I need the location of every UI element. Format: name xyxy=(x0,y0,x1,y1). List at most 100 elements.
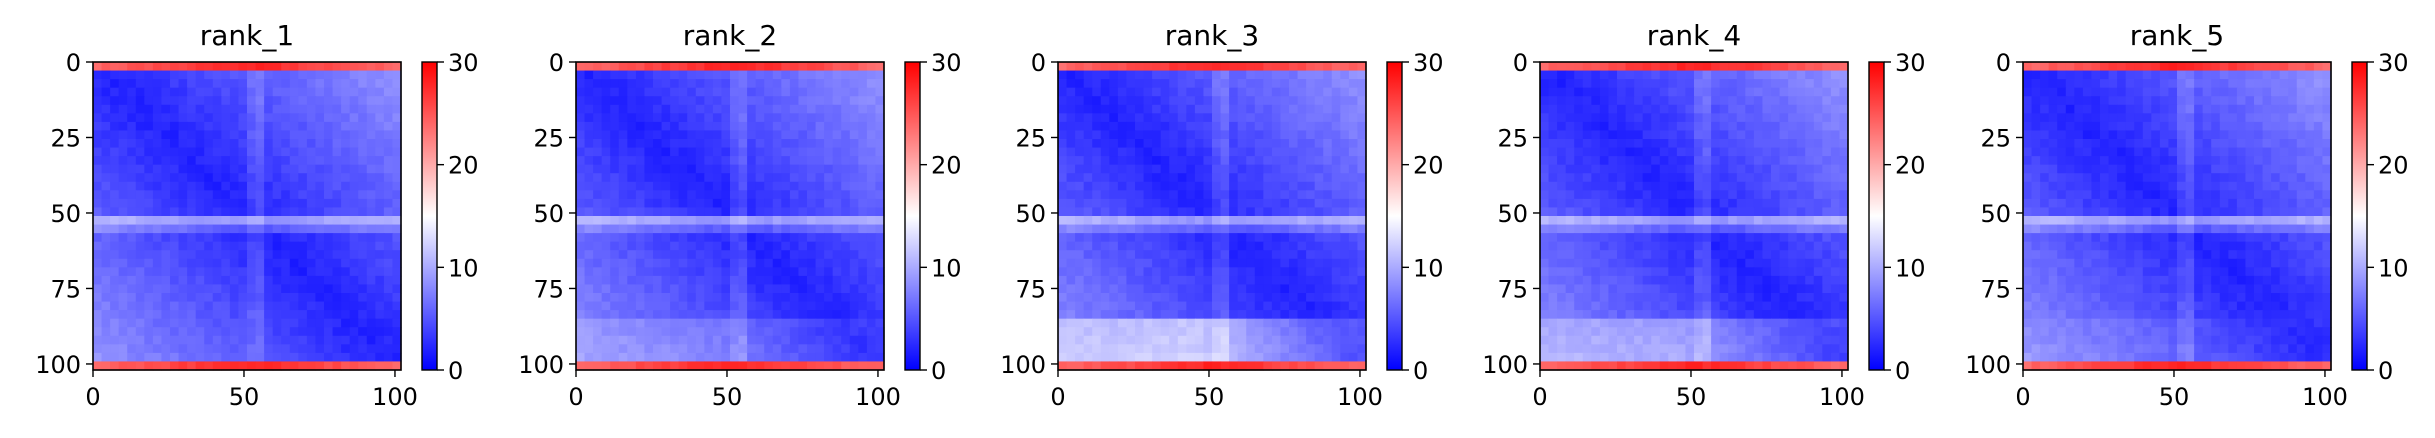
heatmap-cell xyxy=(144,284,154,294)
heatmap-cell xyxy=(738,301,748,311)
heatmap-cell xyxy=(644,96,654,106)
heatmap-cell xyxy=(1306,310,1316,320)
heatmap-cell xyxy=(1711,121,1721,132)
heatmap-cell xyxy=(687,198,697,209)
heatmap-cell xyxy=(1839,62,1849,72)
heatmap-cell xyxy=(1331,130,1341,140)
heatmap-cell xyxy=(1075,352,1085,363)
heatmap-cell xyxy=(841,310,851,320)
heatmap-cell xyxy=(1186,79,1196,89)
heatmap-cell xyxy=(1340,181,1350,191)
heatmap-cell xyxy=(144,79,154,89)
heatmap-cell xyxy=(670,104,680,114)
heatmap-cell xyxy=(1340,121,1350,132)
heatmap-cell xyxy=(1565,147,1575,157)
heatmap-cell xyxy=(764,301,774,311)
heatmap-cell xyxy=(849,190,859,200)
heatmap-cell xyxy=(1668,62,1678,72)
heatmap-cell xyxy=(1711,79,1721,89)
heatmap-cell xyxy=(1143,335,1153,345)
heatmap-cell xyxy=(858,275,868,286)
heatmap-cell xyxy=(1357,224,1367,234)
heatmap-cell xyxy=(1771,284,1781,294)
heatmap-cell xyxy=(755,113,765,123)
heatmap-cell xyxy=(858,258,868,268)
heatmap-cell xyxy=(1212,216,1222,226)
heatmap-cell xyxy=(1186,173,1196,183)
heatmap-cell xyxy=(1830,250,1841,260)
heatmap-cell xyxy=(687,147,697,157)
heatmap-cell xyxy=(798,130,808,140)
heatmap-cell xyxy=(264,352,274,363)
heatmap-cell xyxy=(678,164,688,174)
heatmap-cell xyxy=(635,293,646,303)
heatmap-cell xyxy=(1117,139,1128,149)
heatmap-cell xyxy=(195,293,205,303)
heatmap-cell xyxy=(1711,96,1721,106)
heatmap-cell xyxy=(1728,250,1738,260)
heatmap-cell xyxy=(375,275,385,286)
heatmap-cell xyxy=(721,62,731,72)
heatmap-cell xyxy=(584,121,594,132)
heatmap-cell xyxy=(1634,241,1644,251)
heatmap-cell xyxy=(1237,241,1247,251)
heatmap-cell xyxy=(1323,352,1333,363)
heatmap-cell xyxy=(730,104,740,114)
heatmap-cell xyxy=(1617,207,1627,217)
heatmap-cell xyxy=(1591,216,1601,226)
heatmap-cell xyxy=(1702,62,1712,72)
heatmap-cell xyxy=(670,173,680,183)
heatmap-cell xyxy=(1574,258,1584,268)
heatmap-cell xyxy=(1271,173,1282,183)
heatmap-cell xyxy=(755,335,765,345)
heatmap-cell xyxy=(1306,147,1316,157)
heatmap-cell xyxy=(1186,352,1196,363)
heatmap-cell xyxy=(824,267,834,277)
heatmap-cell xyxy=(1066,139,1076,149)
heatmap-cell xyxy=(247,207,257,217)
heatmap-cell xyxy=(1557,216,1567,226)
heatmap-cell xyxy=(1066,275,1076,286)
heatmap-cell xyxy=(1796,181,1806,191)
heatmap-cell xyxy=(1306,318,1316,328)
heatmap-cell xyxy=(1169,156,1179,166)
heatmap-cell xyxy=(264,216,274,226)
heatmap-cell xyxy=(781,104,791,114)
heatmap-cell xyxy=(1711,70,1721,80)
heatmap-cell xyxy=(144,250,154,260)
heatmap-cell xyxy=(1194,267,1205,277)
heatmap-cell xyxy=(212,156,222,166)
heatmap-cell xyxy=(1314,318,1324,328)
heatmap-cell xyxy=(635,301,646,311)
heatmap-cell xyxy=(1297,62,1307,72)
heatmap-cell xyxy=(593,361,603,371)
heatmap-cell xyxy=(1694,233,1704,243)
heatmap-cell xyxy=(841,190,851,200)
heatmap-cell xyxy=(730,139,740,149)
heatmap-cell xyxy=(755,79,765,89)
heatmap-cell xyxy=(1323,62,1333,72)
heatmap-cell xyxy=(610,139,620,149)
heatmap-cell xyxy=(1745,147,1755,157)
heatmap-cell xyxy=(789,62,800,72)
heatmap-cell xyxy=(101,70,111,80)
heatmap-cell xyxy=(375,190,385,200)
heatmap-cell xyxy=(1702,181,1712,191)
heatmap-cell xyxy=(144,70,154,80)
heatmap-cell xyxy=(1745,233,1755,243)
heatmap-cell xyxy=(1548,293,1558,303)
heatmap-cell xyxy=(1100,147,1110,157)
heatmap-cell xyxy=(1152,70,1162,80)
heatmap-cell xyxy=(1092,284,1102,294)
heatmap-cell xyxy=(772,344,782,354)
heatmap-cell xyxy=(1762,216,1772,226)
heatmap-cell xyxy=(1212,62,1222,72)
heatmap-cell xyxy=(170,344,180,354)
heatmap-cell xyxy=(1676,190,1687,200)
heatmap-cell xyxy=(366,301,376,311)
heatmap-cell xyxy=(1160,293,1170,303)
heatmap-cell xyxy=(127,335,137,345)
heatmap-cell xyxy=(1100,301,1110,311)
heatmap-cell xyxy=(635,130,646,140)
heatmap-cell xyxy=(195,139,205,149)
